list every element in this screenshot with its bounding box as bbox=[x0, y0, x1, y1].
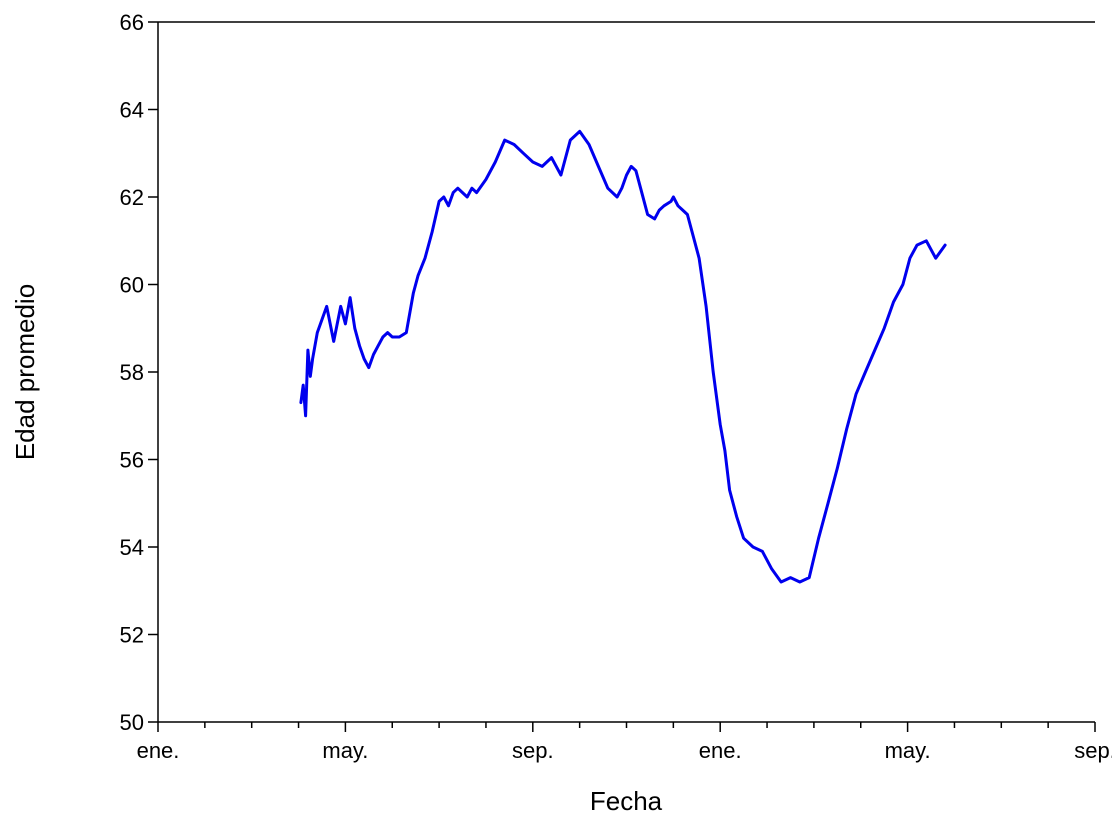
series-line bbox=[299, 129, 947, 584]
x-axis-title: Fecha bbox=[590, 786, 663, 816]
x-tick-label: ene. bbox=[699, 738, 742, 763]
y-tick-label: 66 bbox=[120, 10, 144, 35]
x-tick-label: ene. bbox=[137, 738, 180, 763]
y-tick-label: 54 bbox=[120, 535, 144, 560]
y-tick-label: 50 bbox=[120, 710, 144, 735]
x-tick-label: may. bbox=[322, 738, 368, 763]
y-tick-label: 56 bbox=[120, 448, 144, 473]
y-axis-ticks: 50 52 54 56 58 60 62 64 66 bbox=[120, 10, 158, 735]
y-tick-label: 52 bbox=[120, 623, 144, 648]
plot-frame bbox=[157, 21, 1095, 723]
y-tick-label: 64 bbox=[120, 98, 144, 123]
x-tick-label: sep. bbox=[512, 738, 554, 763]
series-layer bbox=[299, 129, 947, 584]
x-tick-label: sep. bbox=[1074, 738, 1112, 763]
x-axis-ticks: ene. may. sep. ene. may. sep. bbox=[137, 722, 1112, 763]
y-tick-label: 60 bbox=[120, 273, 144, 298]
y-tick-label: 58 bbox=[120, 360, 144, 385]
y-axis-title: Edad promedio bbox=[10, 284, 40, 460]
y-tick-label: 62 bbox=[120, 185, 144, 210]
x-tick-label: may. bbox=[885, 738, 931, 763]
